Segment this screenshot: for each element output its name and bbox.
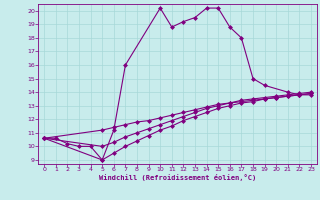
X-axis label: Windchill (Refroidissement éolien,°C): Windchill (Refroidissement éolien,°C) — [99, 174, 256, 181]
